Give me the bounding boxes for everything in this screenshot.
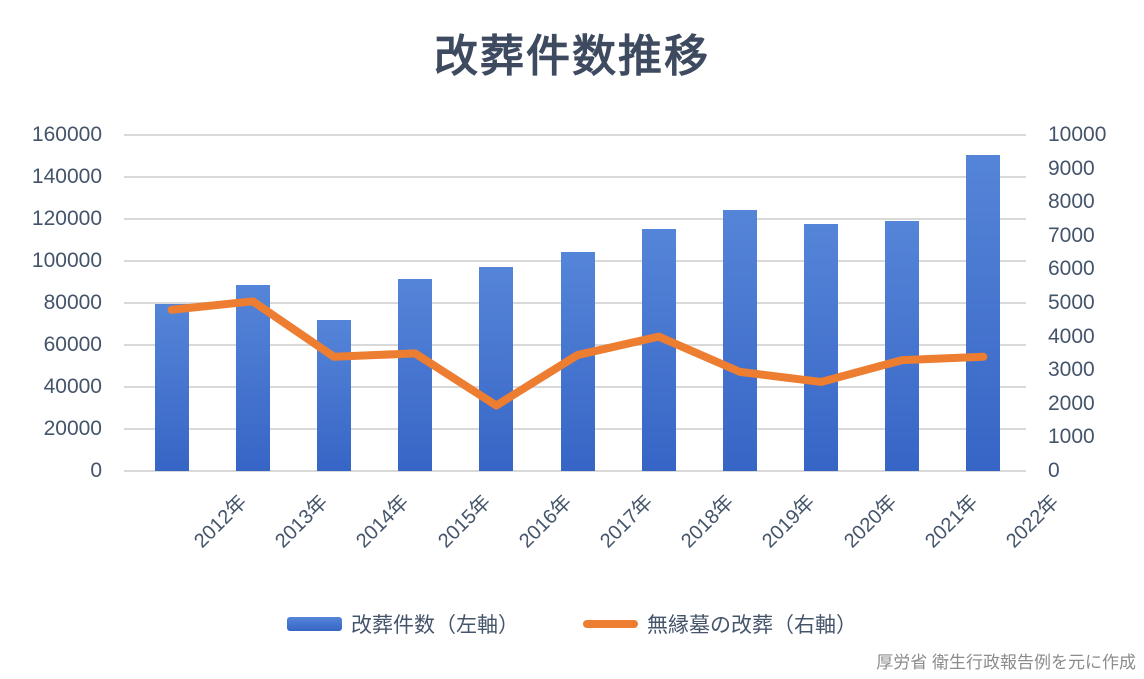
left-axis-tick-label: 60000 (43, 333, 102, 356)
line-series-swatch-icon (583, 620, 638, 628)
right-axis-tick-label: 3000 (1048, 358, 1095, 382)
right-axis-tick-label: 0 (1048, 459, 1060, 482)
right-axis-tick-label: 4000 (1048, 324, 1095, 348)
right-axis-tick-label: 6000 (1048, 257, 1095, 281)
bar-2021年 (885, 221, 920, 471)
x-axis-tick-label: 2020年 (839, 491, 901, 553)
legend-item-bar-series: 改葬件数（左軸） (287, 609, 519, 639)
x-axis-tick-label: 2014年 (352, 491, 414, 553)
left-axis-tick-label: 80000 (43, 291, 102, 314)
bar-2016年 (479, 266, 514, 471)
gridline (124, 218, 1026, 220)
right-axis-tick-label: 2000 (1048, 391, 1095, 415)
bar-2012年 (154, 303, 189, 471)
x-axis-tick-label: 2022年 (1002, 491, 1064, 553)
bar-2017年 (560, 251, 595, 471)
right-axis-tick-label: 7000 (1048, 223, 1095, 247)
bar-2013年 (235, 285, 270, 471)
x-axis-tick-label: 2021年 (920, 491, 983, 553)
legend-item-line-series: 無縁墓の改葬（右軸） (583, 609, 857, 639)
right-axis-tick-label: 5000 (1048, 291, 1095, 314)
x-axis-tick-label: 2015年 (433, 491, 495, 553)
left-axis-tick-label: 120000 (31, 207, 102, 230)
bar-2019年 (722, 209, 757, 471)
x-axis-tick-label: 2012年 (190, 491, 252, 553)
left-axis-tick-label: 40000 (43, 375, 102, 398)
x-axis-tick-label: 2013年 (271, 491, 333, 553)
gridline (124, 176, 1026, 178)
left-axis-tick-label: 0 (90, 459, 102, 482)
x-axis-tick-label: 2016年 (514, 491, 577, 553)
left-axis-tick-label: 100000 (31, 249, 102, 272)
left-axis-tick-label: 20000 (43, 417, 102, 440)
right-axis-tick-label: 10000 (1048, 123, 1107, 146)
x-axis-tick-label: 2019年 (758, 491, 820, 553)
legend-label-line-series: 無縁墓の改葬（右軸） (647, 614, 857, 637)
x-axis-tick-label: 2018年 (677, 491, 739, 553)
bar-2022年 (966, 154, 1001, 471)
bar-2014年 (316, 319, 351, 471)
x-axis-tick-label: 2017年 (596, 491, 658, 553)
legend: 改葬件数（左軸） 無縁墓の改葬（右軸） (0, 602, 1144, 646)
chart-title: 改葬件数推移 (434, 32, 710, 81)
left-axis-tick-label: 140000 (31, 165, 102, 188)
gridline (124, 134, 1026, 136)
right-axis-tick-label: 8000 (1048, 190, 1095, 214)
bar-series-swatch-icon (287, 617, 342, 631)
left-axis-tick-label: 160000 (31, 123, 102, 146)
bar-2015年 (398, 278, 433, 471)
right-axis-tick-label: 9000 (1048, 156, 1095, 180)
gridline (124, 470, 1026, 472)
right-axis-tick-label: 1000 (1048, 425, 1095, 449)
bar-2018年 (641, 228, 676, 471)
bar-2020年 (804, 223, 839, 471)
source-note: 厚労省 衛生行政報告例を元に作成 (876, 653, 1136, 672)
legend-label-bar-series: 改葬件数（左軸） (351, 614, 519, 637)
